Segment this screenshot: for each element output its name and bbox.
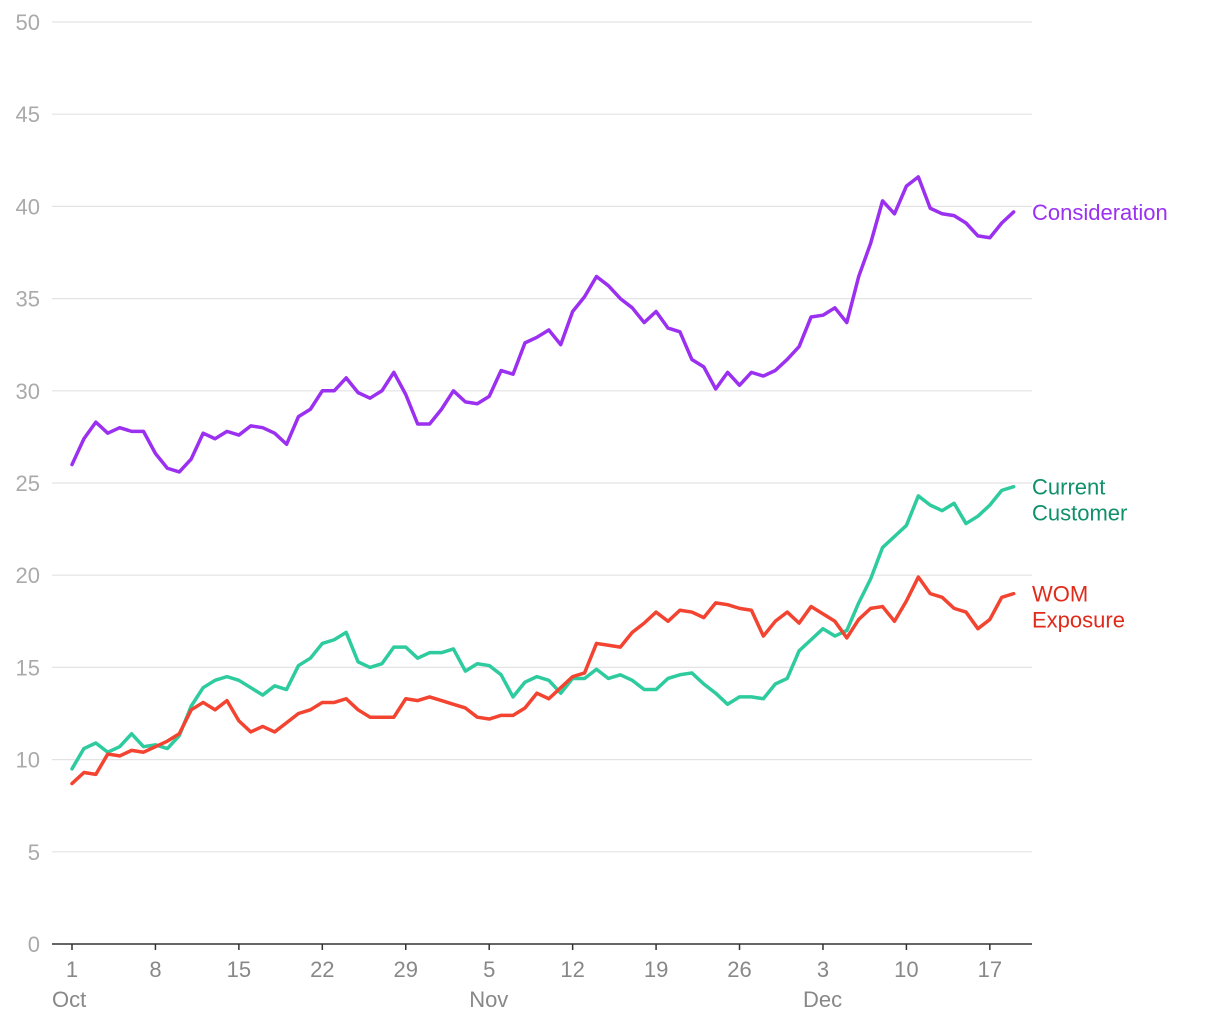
x-tick-label: 1 <box>66 957 78 982</box>
series-label-line: Customer <box>1032 501 1127 526</box>
x-tick-label: 12 <box>560 957 584 982</box>
series-label-consideration: Consideration <box>1032 200 1168 225</box>
y-tick-label: 40 <box>16 194 40 219</box>
x-month-label: Oct <box>52 987 86 1012</box>
x-tick-label: 19 <box>644 957 668 982</box>
x-month-label: Nov <box>469 987 508 1012</box>
x-month-label: Dec <box>803 987 842 1012</box>
y-tick-label: 15 <box>16 655 40 680</box>
x-tick-label: 29 <box>394 957 418 982</box>
series-label-line: WOM <box>1032 582 1088 607</box>
y-tick-label: 30 <box>16 379 40 404</box>
y-tick-label: 10 <box>16 748 40 773</box>
x-tick-label: 8 <box>149 957 161 982</box>
y-tick-label: 35 <box>16 287 40 312</box>
y-tick-label: 45 <box>16 102 40 127</box>
series-line-consideration <box>70 175 1016 474</box>
y-tick-label: 25 <box>16 471 40 496</box>
series-line-current-customer <box>70 484 1016 771</box>
x-tick-label: 3 <box>817 957 829 982</box>
x-tick-label: 17 <box>978 957 1002 982</box>
y-axis-ticks: 0 5 10 15 20 25 30 35 40 45 50 <box>16 10 40 957</box>
x-axis-ticks: 1 Oct 8 15 22 29 5 Nov 12 19 26 3 Dec 10 17 <box>52 944 1002 1012</box>
series-lines <box>70 175 1016 786</box>
x-tick-label: 5 <box>483 957 495 982</box>
x-tick-label: 22 <box>310 957 334 982</box>
gridlines <box>52 21 1032 853</box>
x-tick-label: 10 <box>894 957 918 982</box>
series-line-wom-exposure <box>70 575 1016 786</box>
y-tick-label: 5 <box>28 840 40 865</box>
x-tick-label: 15 <box>227 957 251 982</box>
y-tick-label: 20 <box>16 563 40 588</box>
y-tick-label: 50 <box>16 10 40 35</box>
x-tick-label: 26 <box>727 957 751 982</box>
series-label-line: Exposure <box>1032 608 1125 633</box>
series-label-line: Consideration <box>1032 200 1168 225</box>
y-tick-label: 0 <box>28 932 40 957</box>
series-label-line: Current <box>1032 475 1105 500</box>
